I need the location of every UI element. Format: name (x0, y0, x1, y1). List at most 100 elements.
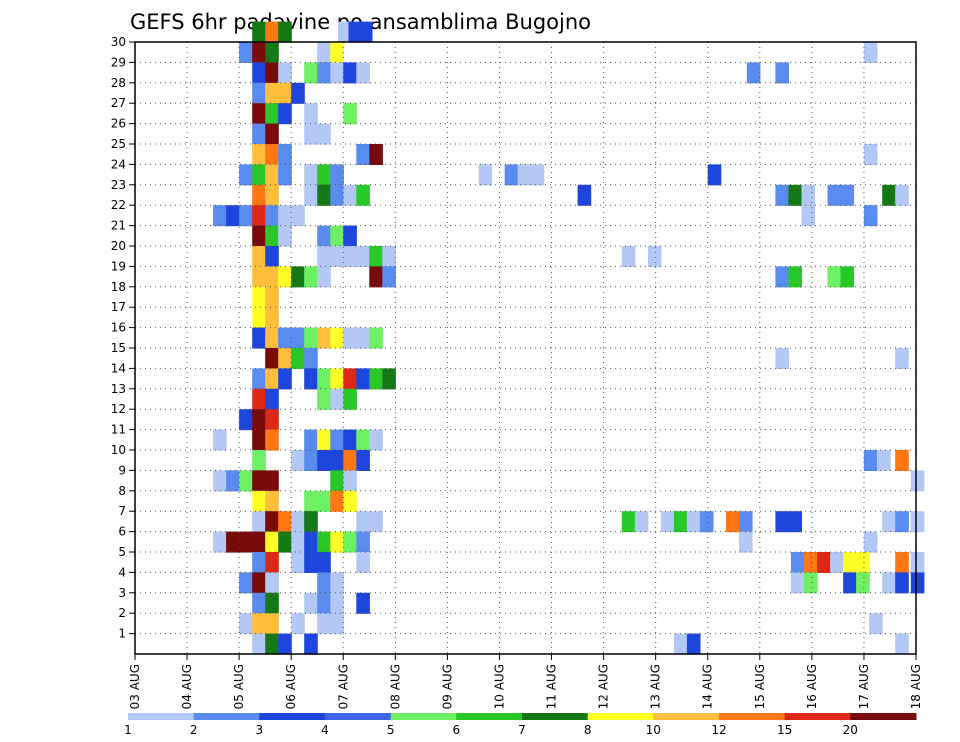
colorbar-swatch (456, 713, 523, 720)
heatmap-cell (304, 592, 318, 614)
x-tick-label: 03 AUG (128, 664, 142, 709)
heatmap-cell (252, 246, 266, 267)
y-tick-label: 28 (111, 76, 126, 90)
heatmap-cell (213, 205, 227, 227)
heatmap-cell (343, 429, 357, 451)
heatmap-cell (356, 592, 370, 614)
heatmap-cell (317, 450, 331, 471)
heatmap-cell (369, 429, 383, 451)
heatmap-cell (621, 246, 636, 267)
heatmap-cell (317, 613, 331, 635)
x-axis: 03 AUG 04 AUG 05 AUG 06 AUG 07 AUG 08 AUG 09 A… (128, 654, 923, 709)
heatmap-cell (330, 368, 344, 390)
heatmap-cell (726, 511, 740, 533)
y-tick-label: 24 (111, 157, 126, 171)
heatmap-cell (239, 470, 253, 492)
heatmap-cell (265, 164, 279, 186)
heatmap-cell (530, 164, 545, 186)
heatmap-cell (239, 164, 253, 186)
heatmap-cell (252, 164, 266, 186)
heatmap-cell (291, 82, 305, 104)
heatmap-cell (895, 511, 909, 533)
heatmap-cell (278, 103, 292, 125)
heatmap-cell (804, 552, 818, 573)
colorbar-label: 3 (255, 723, 263, 737)
heatmap-cell (304, 552, 318, 573)
heatmap-cell (226, 205, 240, 227)
colorbar-label: 15 (777, 723, 792, 737)
heatmap-cell (673, 511, 688, 533)
heatmap-cell (356, 144, 370, 165)
heatmap-cell (304, 450, 318, 471)
heatmap-cell (213, 470, 227, 492)
heatmap-cell (265, 205, 279, 227)
heatmap-cell (746, 62, 761, 84)
heatmap-cell (239, 205, 253, 227)
heatmap-cell (278, 327, 292, 349)
heatmap-cell (330, 225, 344, 247)
heatmap-cell (213, 429, 227, 451)
y-tick-label: 26 (111, 117, 126, 131)
heatmap-cell (265, 62, 279, 84)
heatmap-cell (304, 429, 318, 451)
heatmap-cell (895, 348, 909, 369)
heatmap-cell (265, 144, 279, 165)
heatmap-cell (265, 592, 279, 614)
heatmap-cell (252, 490, 266, 512)
heatmap-cell (843, 572, 857, 594)
heatmap-cell (358, 21, 373, 43)
heatmap-cell (330, 531, 344, 553)
heatmap-cell (252, 42, 266, 63)
heatmap-cell (863, 205, 878, 227)
x-tick-label: 11 AUG (545, 664, 559, 709)
heatmap-cell (265, 246, 279, 267)
heatmap-cell (317, 266, 331, 288)
heatmap-cell (291, 327, 305, 349)
colorbar-swatch (784, 713, 851, 720)
heatmap-cell (304, 327, 318, 349)
heatmap-cell (304, 490, 318, 512)
y-tick-label: 17 (111, 300, 126, 314)
heatmap-cell (252, 225, 266, 247)
heatmap-cell (304, 368, 318, 390)
heatmap-cell (788, 184, 802, 206)
y-tick-label: 10 (111, 443, 126, 457)
heatmap-cell (343, 368, 357, 390)
heatmap-cell (278, 368, 292, 390)
heatmap-cell (317, 388, 331, 410)
heatmap-cell (252, 62, 266, 84)
y-tick-label: 29 (111, 55, 126, 69)
colorbar-label: 7 (518, 723, 526, 737)
heatmap-cell (343, 246, 357, 267)
colorbar-label: 4 (321, 723, 329, 737)
heatmap-cell (278, 205, 292, 227)
x-tick-label: 12 AUG (597, 664, 611, 709)
colorbar-swatch (128, 713, 195, 720)
heatmap-cell (856, 552, 870, 573)
heatmap-cell (356, 62, 370, 84)
x-tick-label: 04 AUG (180, 664, 194, 709)
heatmap-cell (252, 592, 266, 614)
heatmap-cell (252, 633, 266, 655)
heatmap-cell (840, 266, 855, 288)
heatmap-cell (634, 511, 649, 533)
heatmap-cell (239, 531, 253, 553)
heatmap-cell (343, 450, 357, 471)
heatmap-cell (252, 531, 266, 553)
heatmap-cell (895, 633, 909, 655)
heatmap-cell (252, 327, 266, 349)
heatmap-cell (304, 164, 318, 186)
heatmap-cell (343, 184, 357, 206)
heatmap-cell (304, 348, 318, 369)
y-tick-label: 4 (118, 565, 126, 579)
heatmap-cell (291, 266, 305, 288)
heatmap-cell (343, 470, 357, 492)
heatmap-cell (278, 82, 292, 104)
x-tick-label: 14 AUG (701, 664, 715, 709)
heatmap-cell (265, 490, 279, 512)
heatmap-cell (660, 511, 675, 533)
heatmap-cell (330, 42, 344, 63)
heatmap-cell (291, 348, 305, 369)
heatmap-cell (317, 531, 331, 553)
heatmap-cell (265, 552, 279, 573)
